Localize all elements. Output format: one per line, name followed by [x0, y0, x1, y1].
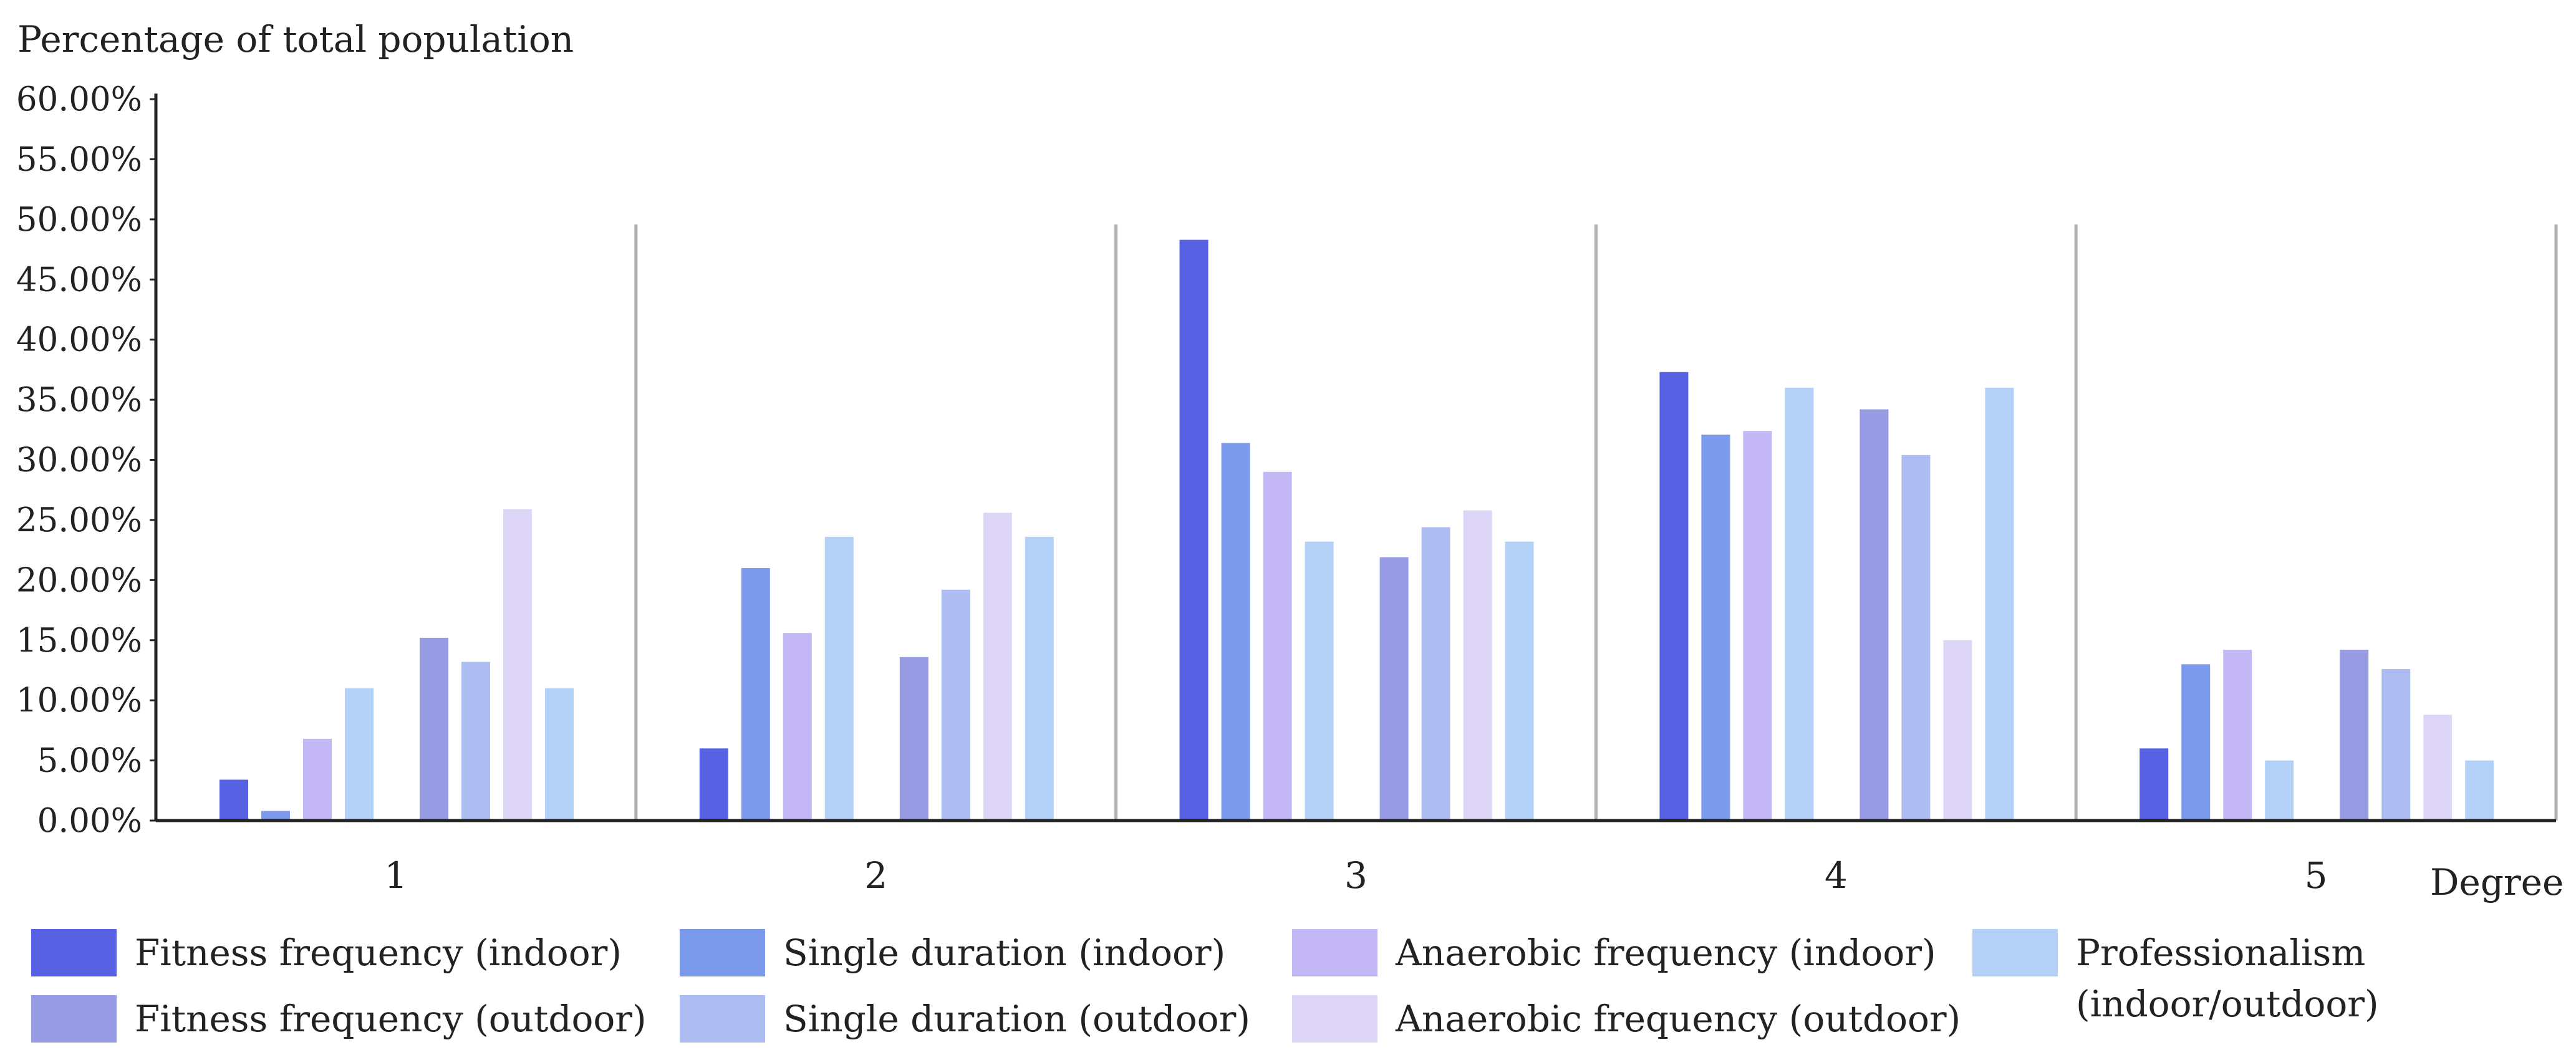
x-axis-title: Degree [2430, 861, 2564, 903]
bar [1421, 527, 1450, 821]
y-tick-label: 35.00% [16, 381, 142, 419]
bar [2340, 650, 2369, 821]
legend: Fitness frequency (indoor) Fitness freque… [31, 929, 2379, 1043]
bar [2265, 760, 2294, 821]
y-tick-label: 20.00% [16, 561, 142, 599]
bar [2465, 760, 2494, 821]
bar [2381, 669, 2411, 821]
x-axis-categories: 1 2 3 4 5 [384, 854, 2327, 897]
bar [1305, 541, 1334, 821]
legend-swatch [680, 929, 765, 976]
legend-label: Fitness frequency (indoor) [135, 932, 622, 974]
bar [1263, 471, 1292, 821]
bar [1701, 435, 1730, 821]
x-category-label: 1 [384, 854, 407, 897]
x-category-label: 4 [1825, 854, 1848, 897]
x-category-label: 3 [1344, 854, 1368, 897]
y-axis-title: Percentage of total population [17, 18, 574, 60]
y-tick-label: 25.00% [16, 501, 142, 539]
x-category-label: 2 [864, 854, 887, 897]
bar [420, 637, 448, 821]
y-tick-label: 5.00% [37, 742, 142, 780]
bar [824, 536, 854, 821]
legend-label: Single duration (outdoor) [783, 998, 1250, 1040]
bar [2181, 664, 2211, 821]
legend-swatch [31, 995, 117, 1043]
category-dividers [634, 224, 2558, 821]
y-tick-label: 40.00% [16, 321, 142, 359]
bar [1659, 372, 1689, 821]
legend-label: Anaerobic frequency (outdoor) [1395, 998, 1961, 1040]
bar [1379, 557, 1409, 821]
bar [219, 779, 248, 821]
bar [699, 748, 728, 821]
bar [783, 633, 812, 821]
legend-swatch [1292, 929, 1377, 976]
bar [1179, 239, 1208, 821]
bar [303, 738, 332, 821]
legend-label: Single duration (indoor) [783, 932, 1225, 974]
bar [1025, 536, 1054, 821]
bar [2139, 748, 2169, 821]
bar [461, 662, 490, 821]
bar [1463, 510, 1492, 821]
legend-swatch [1972, 929, 2058, 976]
bar [1901, 455, 1931, 821]
bar [1985, 387, 2014, 821]
legend-swatch [680, 995, 765, 1043]
bar [2423, 715, 2453, 821]
bar [2223, 650, 2252, 821]
bar [1505, 541, 1534, 821]
y-tick-label: 10.00% [16, 682, 142, 720]
legend-label: Professionalism (indoor/outdoor) [2076, 932, 2379, 1025]
legend-label: Anaerobic frequency (indoor) [1395, 932, 1936, 974]
y-tick-label: 55.00% [16, 140, 142, 178]
legend-swatch [1292, 995, 1377, 1043]
bar [261, 811, 290, 821]
bar [983, 513, 1012, 821]
y-tick-label: 45.00% [16, 261, 142, 299]
bar [1860, 409, 1889, 821]
bar [941, 589, 970, 821]
y-tick-label: 0.00% [37, 802, 142, 840]
bar [1743, 431, 1772, 821]
y-tick-label: 60.00% [16, 80, 142, 118]
bar [345, 688, 374, 821]
y-tick-label: 50.00% [16, 201, 142, 239]
bar [503, 509, 532, 821]
bar [1221, 443, 1250, 821]
bar [1785, 387, 1814, 821]
bar [545, 688, 574, 821]
bars [219, 239, 2494, 821]
y-axis-ticks: 0.00% 5.00% 10.00% 15.00% 20.00% 25.00% 30.00%… [16, 80, 156, 840]
bar [1943, 640, 1972, 821]
legend-swatch [31, 929, 117, 976]
x-category-label: 5 [2305, 854, 2328, 897]
y-tick-label: 30.00% [16, 441, 142, 479]
bar [741, 568, 770, 821]
y-tick-label: 15.00% [16, 622, 142, 660]
bar [899, 657, 929, 821]
legend-label: Fitness frequency (outdoor) [135, 998, 647, 1040]
